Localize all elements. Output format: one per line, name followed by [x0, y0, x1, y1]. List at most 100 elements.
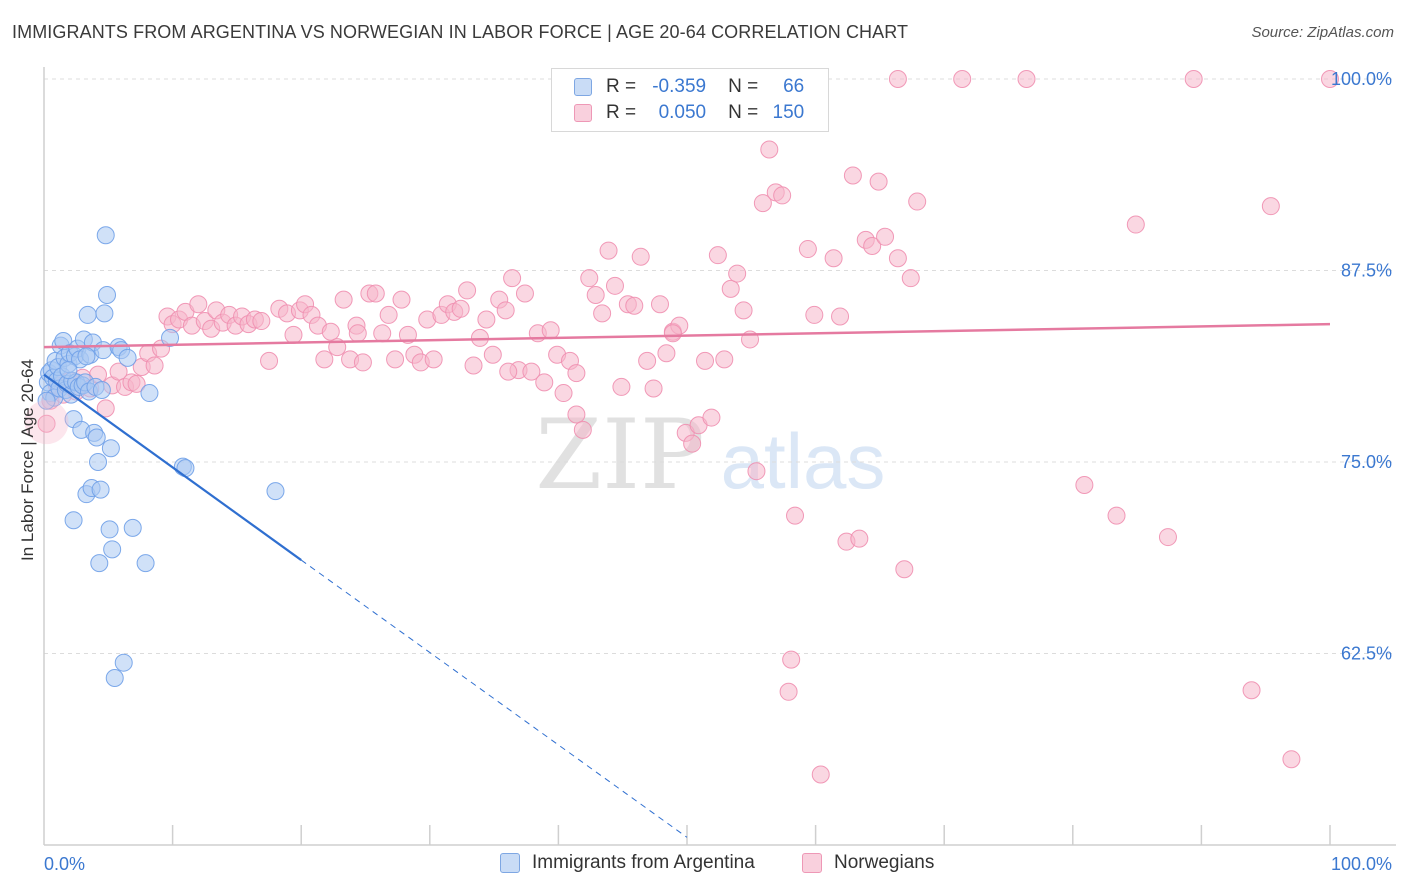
norwegian-point: [786, 506, 805, 525]
legend-n-value: 150: [772, 102, 805, 123]
norwegian-point: [535, 373, 554, 392]
norwegian-point: [392, 290, 411, 309]
legend-label: Norwegians: [834, 852, 935, 873]
norwegian-point: [747, 462, 766, 481]
y-axis-label: In Labor Force | Age 20-64: [18, 359, 37, 561]
norwegian-point: [580, 269, 599, 288]
norwegian-point: [483, 345, 502, 364]
watermark: ZIP atlas: [535, 399, 885, 511]
data-points: [24, 70, 1339, 784]
norwegian-point: [657, 344, 676, 363]
norwegian-point: [145, 356, 164, 375]
norwegian-point: [567, 405, 586, 424]
norwegian-point: [1261, 197, 1280, 216]
argentina-point: [78, 305, 97, 324]
norwegian-point: [477, 310, 496, 329]
norwegian-point: [798, 240, 817, 259]
norwegian-point: [398, 325, 417, 344]
norwegian-point: [1282, 750, 1301, 769]
norwegian-point: [189, 295, 208, 314]
y-tick-label: 100.0%: [1331, 69, 1392, 89]
legend-n-value: 66: [783, 76, 805, 97]
argentina-point: [96, 226, 115, 245]
norwegian-point: [843, 166, 862, 185]
norwegian-point: [366, 284, 385, 303]
y-tick-label: 75.0%: [1341, 452, 1392, 472]
norwegian-point: [908, 192, 927, 211]
norwegian-point: [284, 325, 303, 344]
argentina-point: [100, 520, 119, 539]
norwegian-point: [824, 249, 843, 268]
norwegian-point: [876, 227, 895, 246]
norwegian-point: [869, 172, 888, 191]
norwegian-point: [708, 246, 727, 265]
trend-lines: [43, 322, 1331, 838]
argentina-point: [95, 304, 114, 323]
norwegian-point: [464, 356, 483, 375]
norwegian-point: [850, 529, 869, 548]
legend-r-label: R =: [606, 76, 637, 97]
norwegian-point: [321, 322, 340, 341]
argentina-point: [90, 554, 109, 573]
argentina-point: [89, 453, 108, 471]
norwegian-point: [373, 324, 392, 343]
norwegian-point: [586, 286, 605, 305]
norwegian-point: [451, 299, 470, 318]
legend-swatch-pink: [574, 104, 592, 122]
norwegian-point: [541, 321, 560, 340]
norwegian-point: [863, 236, 882, 255]
norwegian-point: [638, 351, 657, 370]
norwegian-point: [753, 194, 772, 213]
norwegian-point: [1107, 506, 1126, 525]
norwegian-point: [734, 301, 753, 320]
norwegian-point: [252, 312, 271, 331]
norwegian-point: [901, 269, 920, 288]
y-tick-label: 87.5%: [1341, 261, 1392, 281]
source-label: Source: ZipAtlas.com: [1251, 24, 1394, 41]
norwegian-point: [650, 295, 669, 314]
legend-swatch-blue: [574, 78, 592, 96]
norwegian-point: [503, 269, 522, 288]
norwegian-point: [612, 377, 631, 396]
argentina-point: [37, 391, 56, 410]
norwegian-point: [644, 379, 663, 398]
norwegian-point: [424, 350, 443, 369]
legend-swatch-pink: [802, 853, 822, 873]
norwegian-point: [1158, 528, 1177, 547]
y-tick-label: 62.5%: [1341, 644, 1392, 664]
legend-r-label: R =: [606, 102, 637, 123]
norwegian-point: [779, 682, 798, 701]
norwegian-point: [127, 374, 146, 393]
legend-item-argentina: Immigrants from Argentina: [500, 852, 755, 874]
norwegian-point: [782, 650, 801, 669]
norwegian-point: [773, 186, 792, 205]
legend-r-value: 0.050: [658, 102, 707, 123]
argentina-point: [118, 348, 137, 367]
norwegian-point: [496, 301, 515, 320]
stats-legend: R = -0.359 N = 66 R = 0.050 N = 150: [551, 68, 829, 132]
argentina-point: [136, 554, 155, 573]
norwegian-point: [109, 362, 128, 381]
legend-swatch-blue: [500, 853, 520, 873]
norwegian-point: [573, 420, 592, 439]
norwegian-point: [728, 264, 747, 283]
norwegian-point: [379, 305, 398, 324]
norwegian-point: [805, 305, 824, 324]
norwegian-point: [522, 362, 541, 381]
norwegian-point: [811, 765, 830, 784]
watermark-zip: ZIP: [535, 399, 704, 511]
argentina-point: [98, 286, 117, 305]
norwegian-point: [470, 328, 489, 347]
norwegian-point: [593, 304, 612, 323]
argentina-point: [77, 347, 96, 366]
norwegian-point-cluster: [24, 400, 69, 445]
norwegian-point: [1242, 681, 1261, 700]
legend-label: Immigrants from Argentina: [532, 852, 755, 873]
x-tick-label: 100.0%: [1331, 854, 1392, 874]
norwegian-point: [953, 70, 972, 88]
legend-row-norwegians: R = 0.050 N = 150: [574, 100, 804, 126]
argentina-point: [105, 669, 124, 688]
norwegian-point: [683, 434, 702, 453]
norwegian-point: [315, 350, 334, 369]
argentina-point: [123, 518, 142, 537]
